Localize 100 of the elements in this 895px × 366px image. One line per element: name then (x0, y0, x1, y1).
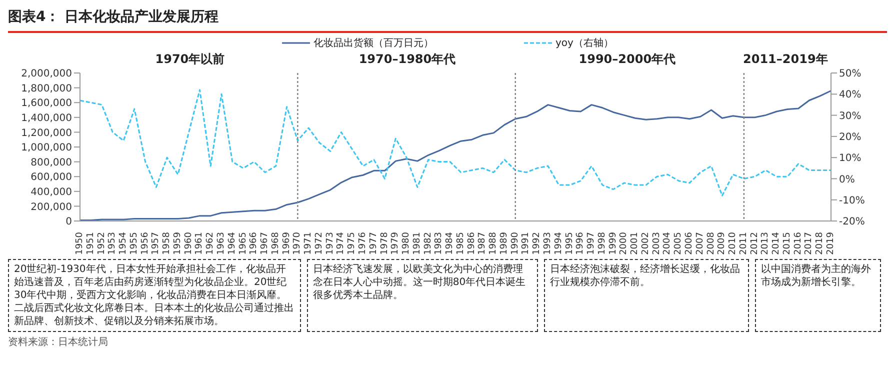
x-tick-label: 1951 (86, 232, 96, 255)
x-tick-label: 2017 (804, 232, 814, 255)
x-tick-label: 1996 (576, 232, 586, 255)
y2-tick-label: 30% (839, 110, 862, 122)
y-tick-label: 200,000 (30, 202, 72, 213)
x-tick-label: 1973 (325, 232, 336, 255)
y2-tick-label: 10% (839, 153, 862, 164)
x-tick-label: 1964 (227, 232, 238, 255)
x-tick-label: 2000 (619, 232, 630, 255)
x-tick-label: 2010 (728, 232, 738, 255)
x-tick-label: 1963 (216, 232, 226, 255)
x-tick-label: 1977 (368, 232, 379, 255)
x-tick-label: 1984 (445, 232, 456, 255)
x-tick-label: 1987 (478, 232, 488, 255)
x-tick-label: 1956 (140, 232, 150, 255)
y2-tick-label: -20% (839, 216, 865, 228)
x-tick-label: 1982 (423, 232, 434, 255)
y2-tick-label: 20% (839, 132, 862, 143)
legend-label: yoy（右轴） (556, 36, 614, 50)
x-tick-label: 1990 (510, 232, 520, 255)
x-tick-label: 2014 (772, 232, 782, 255)
x-tick-label: 2003 (652, 232, 662, 255)
x-tick-label: 1991 (521, 232, 532, 255)
x-tick-label: 1995 (564, 232, 575, 255)
x-tick-label: 2009 (717, 232, 728, 255)
x-tick-label: 1966 (249, 232, 260, 255)
x-tick-label: 1962 (206, 232, 216, 255)
x-tick-label: 2008 (706, 232, 716, 255)
y-tick-label: 1,200,000 (21, 128, 72, 139)
legend-label: 化妆品出货额（百万日元） (314, 36, 434, 50)
x-tick-label: 2012 (750, 232, 760, 255)
y-tick-label: 1,000,000 (21, 142, 72, 154)
x-tick-label: 1985 (456, 232, 466, 255)
text: 日本经济泡沫破裂，经济增长迟缓，化妆品行业规模亦停滞不前。 (544, 259, 750, 332)
text: 资料来源：日本统计局 (8, 336, 109, 349)
x-tick-label: 1980 (402, 232, 412, 255)
x-tick-label: 1972 (314, 232, 324, 255)
x-tick-label: 1978 (380, 232, 390, 255)
x-tick-label: 1994 (554, 232, 564, 255)
x-tick-label: 1998 (597, 232, 608, 255)
y-tick-label: 0 (66, 216, 72, 228)
x-tick-label: 2013 (760, 232, 771, 255)
x-tick-label: 1974 (336, 232, 346, 255)
text: 1990–2000年代 (578, 51, 676, 68)
y-tick-label: 1,800,000 (21, 83, 72, 94)
y-tick-label: 400,000 (30, 186, 72, 198)
x-tick-label: 1954 (118, 232, 129, 255)
x-tick-label: 1999 (608, 232, 618, 255)
y-tick-label: 600,000 (30, 172, 72, 184)
y-tick-label: 800,000 (30, 157, 72, 168)
x-tick-label: 1976 (358, 232, 368, 255)
text: 日本经济飞速发展，以欧美文化为中心的消费理念在日本人心中动摇。这一时期80年代日本诞生很多优秀本土品牌。 (306, 259, 538, 332)
x-tick-label: 1969 (282, 232, 292, 255)
x-tick-label: 2002 (640, 232, 651, 255)
x-tick-label: 1958 (162, 232, 172, 255)
x-tick-label: 1950 (75, 232, 85, 255)
y-tick-label: 1,600,000 (21, 98, 72, 110)
y2-tick-label: 50% (839, 68, 862, 80)
x-tick-label: 1960 (184, 232, 194, 255)
text: 20世纪初-1930年代，日本女性开始承担社会工作，化妆品开始迅速普及，百年老店由药房逐渐转型为化妆品企业。20世纪30年代中期，受西方文化影响，化妆品消费在日本日渐风靡。二战后西式化妆文化席卷日本。日本本土的化妆品公司通过推出新品牌、创新技术、促销以及分销来拓展市场。 (8, 259, 301, 332)
x-tick-label: 1983 (434, 232, 444, 255)
y-tick-label: 2,000,000 (21, 68, 72, 80)
y-tick-label: 1,400,000 (21, 112, 72, 124)
y2-tick-label: -10% (839, 195, 865, 206)
x-tick-label: 1957 (151, 232, 162, 255)
x-tick-label: 1981 (412, 232, 422, 255)
text: 以中国消费者为主的海外市场成为新增长引擎。 (755, 259, 881, 332)
chart-title: 图表4： 日本化妆品产业发展历程 (8, 8, 887, 33)
x-tick-label: 1989 (499, 232, 510, 255)
x-tick-label: 2015 (782, 232, 792, 255)
x-tick-label: 1986 (466, 232, 477, 255)
x-tick-label: 1975 (347, 232, 358, 255)
x-tick-label: 1967 (260, 232, 270, 255)
x-tick-label: 1971 (304, 232, 314, 255)
x-tick-label: 1961 (194, 232, 205, 255)
x-tick-label: 2004 (662, 232, 673, 255)
x-tick-label: 1952 (96, 232, 107, 255)
x-tick-label: 1953 (108, 232, 118, 255)
x-tick-label: 2005 (674, 232, 684, 255)
line-series (79, 89, 832, 196)
x-tick-label: 2007 (695, 232, 706, 255)
x-tick-label: 1959 (172, 232, 183, 255)
x-tick-label: 2019 (826, 232, 836, 255)
x-tick-label: 1988 (488, 232, 499, 255)
x-tick-label: 2016 (793, 232, 804, 255)
x-tick-label: 1979 (390, 232, 401, 255)
x-tick-label: 2011 (738, 232, 749, 255)
y2-tick-label: 40% (839, 90, 862, 101)
x-tick-label: 1993 (543, 232, 554, 255)
text: 1970–1980年代 (358, 51, 456, 68)
x-tick-label: 2001 (630, 232, 640, 255)
y2-tick-label: 0% (839, 174, 855, 186)
x-tick-label: 1997 (586, 232, 597, 255)
x-tick-label: 2018 (815, 232, 826, 255)
x-tick-label: 1970 (292, 232, 303, 255)
x-tick-label: 1992 (532, 232, 542, 255)
text: 1970年以前 (155, 51, 225, 68)
text: 2011–2019年 (742, 51, 828, 68)
x-tick-label: 2006 (684, 232, 695, 255)
x-tick-label: 1955 (129, 232, 140, 255)
